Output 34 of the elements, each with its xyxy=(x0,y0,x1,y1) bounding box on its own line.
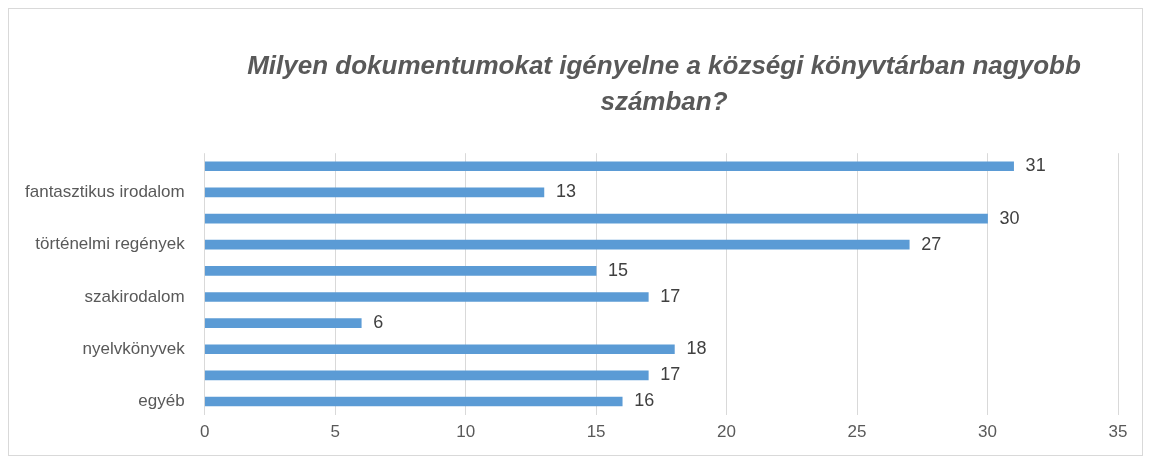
x-tick-label: 25 xyxy=(847,422,867,442)
data-label: 31 xyxy=(1025,155,1046,176)
data-label: 6 xyxy=(373,312,384,333)
y-tick-label: szakirodalom xyxy=(84,286,185,306)
bar xyxy=(204,187,545,198)
bar xyxy=(204,292,649,302)
y-tick-label: történelmi regények xyxy=(35,234,186,254)
bar xyxy=(204,239,910,250)
bar xyxy=(204,161,1014,172)
data-label: 17 xyxy=(660,285,681,306)
data-label: 13 xyxy=(555,181,576,202)
bar xyxy=(204,370,649,381)
data-label: 18 xyxy=(686,338,707,359)
x-tick-label: 10 xyxy=(456,422,476,442)
data-label: 30 xyxy=(999,207,1020,228)
bar xyxy=(204,318,362,328)
bar xyxy=(204,213,988,224)
x-tick-label: 15 xyxy=(586,422,606,442)
x-tick-label: 0 xyxy=(199,422,210,442)
data-label: 17 xyxy=(660,364,681,385)
chart-title: Milyen dokumentumokat igényelne a községi könyvtárban nagyobb számban? xyxy=(246,49,1082,118)
x-tick-label: 20 xyxy=(717,422,737,442)
bar xyxy=(204,396,623,407)
bar xyxy=(204,344,675,355)
data-label: 27 xyxy=(921,233,942,254)
y-tick-label: fantasztikus irodalom xyxy=(24,182,185,202)
x-tick-label: 35 xyxy=(1108,422,1128,442)
x-tick-label: 5 xyxy=(330,422,340,442)
data-label: 15 xyxy=(608,259,629,280)
data-label: 16 xyxy=(634,390,655,411)
y-tick-label: egyéb xyxy=(138,391,185,411)
y-tick-label: nyelvkönyvek xyxy=(82,338,186,358)
bar xyxy=(204,266,597,276)
x-tick-label: 30 xyxy=(978,422,997,442)
